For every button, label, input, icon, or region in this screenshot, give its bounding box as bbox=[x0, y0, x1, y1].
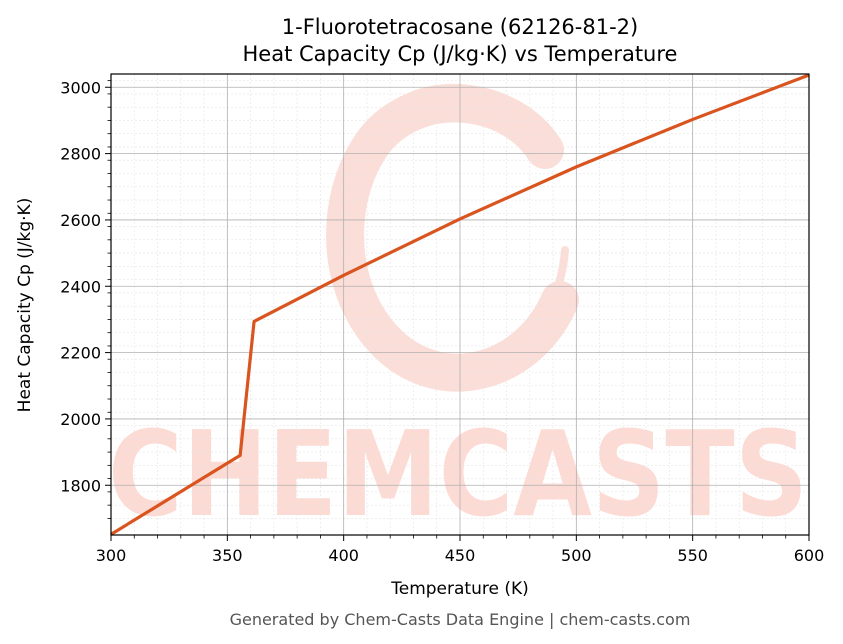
y-axis-ticks: 1800 2000 2200 2400 2600 2800 3000 bbox=[60, 78, 111, 519]
chart-title-line1: 1-Fluorotetracosane (62126-81-2) bbox=[282, 15, 638, 39]
y-tick-label: 2600 bbox=[60, 211, 101, 230]
y-tick-label: 2800 bbox=[60, 145, 101, 164]
y-tick-label: 2200 bbox=[60, 344, 101, 363]
x-tick-label: 300 bbox=[96, 546, 127, 565]
x-axis-ticks: 300 350 400 450 500 550 600 bbox=[96, 535, 825, 565]
x-tick-label: 350 bbox=[212, 546, 243, 565]
watermark-text: CHEMCASTS bbox=[108, 405, 808, 543]
chart-title-line2: Heat Capacity Cp (J/kg·K) vs Temperature bbox=[243, 42, 678, 66]
watermark: CHEMCASTS bbox=[108, 83, 808, 543]
series-line bbox=[110, 73, 810, 536]
x-tick-label: 400 bbox=[328, 546, 359, 565]
y-tick-label: 1800 bbox=[60, 476, 101, 495]
y-tick-label: 2000 bbox=[60, 410, 101, 429]
x-tick-label: 550 bbox=[677, 546, 708, 565]
x-tick-label: 600 bbox=[794, 546, 825, 565]
x-tick-label: 500 bbox=[561, 546, 592, 565]
y-tick-label: 2400 bbox=[60, 277, 101, 296]
footer-credit: Generated by Chem-Casts Data Engine | ch… bbox=[230, 610, 691, 629]
x-axis-label: Temperature (K) bbox=[390, 579, 529, 599]
y-tick-label: 3000 bbox=[60, 78, 101, 97]
watermark-swirl-icon bbox=[326, 83, 579, 392]
x-tick-label: 450 bbox=[445, 546, 476, 565]
y-axis-label: Heat Capacity Cp (J/kg·K) bbox=[15, 198, 35, 413]
